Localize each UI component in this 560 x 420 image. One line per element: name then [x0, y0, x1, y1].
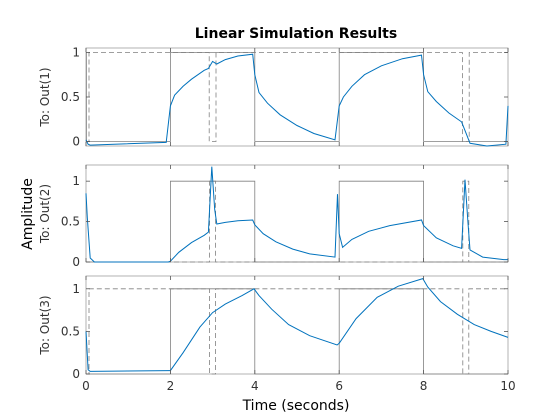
input-line	[86, 288, 508, 375]
input-line	[86, 52, 508, 142]
subplot-1: 0 0.5 1 To: Out(1)	[38, 45, 509, 149]
chart-title: Linear Simulation Results	[195, 26, 397, 42]
x-tick-label: 8	[420, 379, 428, 393]
x-tick-label: 4	[251, 379, 259, 393]
y-tick-label: 1	[72, 45, 80, 59]
subplot-frame	[85, 275, 509, 375]
y-tick-label: 0.5	[61, 324, 80, 338]
response-line	[85, 53, 509, 147]
y-tick-label: 1	[72, 174, 80, 188]
subplot-y-label: To: Out(3)	[38, 295, 52, 355]
y-tick-label: 1	[72, 282, 80, 296]
y-tick-label: 0	[72, 367, 80, 381]
x-tick-label: 10	[500, 379, 515, 393]
subplot-2: 0 0.5 1 To: Out(2)	[38, 164, 509, 269]
response-line	[85, 166, 508, 263]
subplot-y-label: To: Out(1)	[38, 67, 52, 127]
response-line	[85, 278, 509, 372]
x-tick-label: 0	[82, 379, 90, 393]
y-tick-label: 0	[72, 135, 80, 149]
subplot-frame	[85, 47, 509, 147]
y-axis-label: Amplitude	[20, 178, 36, 250]
y-tick-label: 0.5	[61, 215, 80, 229]
subplot-frame	[85, 164, 509, 263]
x-tick-label: 6	[335, 379, 343, 393]
y-tick-label: 0.5	[61, 90, 80, 104]
x-tick-label: 2	[167, 379, 175, 393]
input-line	[86, 180, 508, 263]
input-dashed-line	[86, 288, 508, 375]
y-tick-label: 0	[72, 255, 80, 269]
input-dashed-line	[86, 52, 508, 142]
x-axis-label: Time (seconds)	[242, 398, 350, 414]
subplot-y-label: To: Out(2)	[38, 184, 52, 244]
input-dashed-line	[86, 180, 508, 263]
